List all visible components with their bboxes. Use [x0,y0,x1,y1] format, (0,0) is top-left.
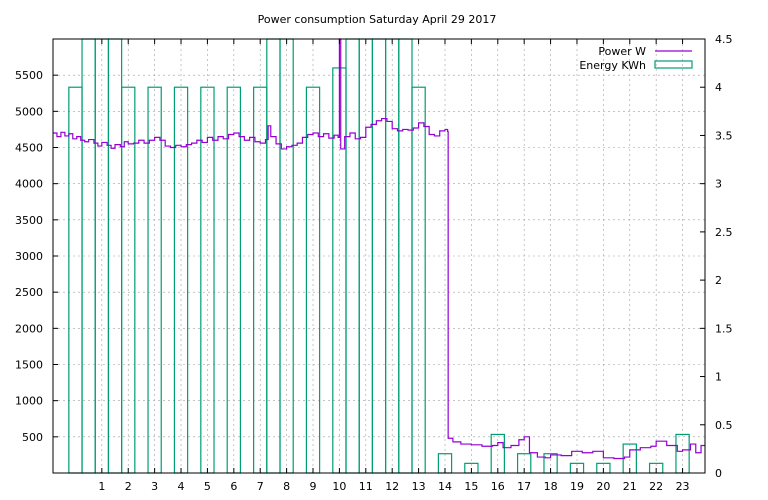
chart-title: Power consumption Saturday April 29 2017 [258,13,497,26]
y-tick-label: 1500 [15,359,43,372]
y2-tick-label: 1.5 [715,322,733,335]
x-tick-label: 16 [491,480,505,493]
power-line [53,38,705,460]
x-tick-label: 19 [570,480,584,493]
legend-label-energy: Energy KWh [579,59,646,72]
x-tick-label: 18 [544,480,558,493]
x-tick-label: 12 [385,480,399,493]
y-tick-label: 5500 [15,69,43,82]
y-tick-label: 5000 [15,105,43,118]
energy-bar [68,86,83,474]
y2-tick-label: 0.5 [715,419,733,432]
x-tick-label: 2 [125,480,132,493]
y-tick-label: 4000 [15,178,43,191]
grid-layer [53,39,705,473]
y-tick-label: 2500 [15,286,43,299]
x-tick-label: 20 [596,480,610,493]
x-tick-label: 3 [151,480,158,493]
legend: Power W Energy KWh [579,45,693,72]
y2-tick-label: 4.5 [715,33,733,46]
y-tick-label: 2000 [15,322,43,335]
x-tick-label: 5 [204,480,211,493]
y2-tick-label: 2 [715,274,722,287]
x-tick-label: 7 [257,480,264,493]
y2-tick-label: 4 [715,81,722,94]
y-tick-label: 3000 [15,250,43,263]
y2-tick-label: 0 [715,467,722,480]
legend-label-power: Power W [598,45,646,58]
x-tick-label: 14 [438,480,452,493]
x-tick-label: 10 [332,480,346,493]
x-tick-label: 21 [623,480,637,493]
legend-swatch-energy [654,60,693,69]
x-tick-label: 13 [412,480,426,493]
y2-tick-label: 3.5 [715,129,733,142]
x-tick-label: 9 [310,480,317,493]
x-tick-label: 11 [359,480,373,493]
y-tick-label: 3500 [15,214,43,227]
y-tick-label: 500 [22,431,43,444]
x-tick-label: 4 [178,480,185,493]
x-tick-label: 17 [517,480,531,493]
ticks-layer: 1 2 3 4 5 6 7 8 9 10 11 12 13 14 15 16 17 18 19 20 21 22 23500… [15,33,733,493]
energy-bar [398,38,413,474]
x-tick-label: 22 [649,480,663,493]
power-line-layer [53,38,705,460]
y2-tick-label: 2.5 [715,226,733,239]
y2-tick-label: 1 [715,371,722,384]
x-tick-label: 6 [230,480,237,493]
y-tick-label: 1000 [15,395,43,408]
energy-bar [345,38,360,474]
x-tick-label: 1 [98,480,105,493]
y-tick-label: 4500 [15,142,43,155]
y2-tick-label: 3 [715,178,722,191]
x-tick-label: 8 [283,480,290,493]
x-tick-label: 15 [464,480,478,493]
x-tick-label: 23 [676,480,690,493]
